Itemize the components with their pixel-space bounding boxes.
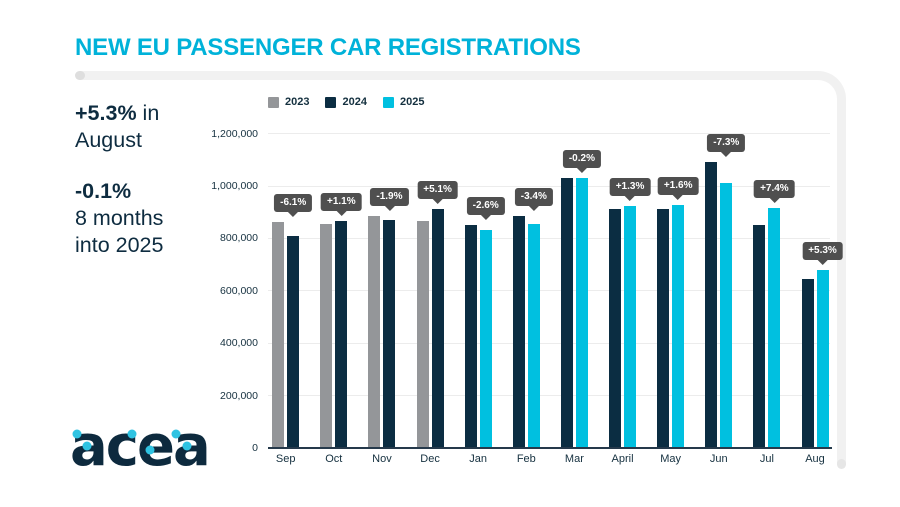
- legend-label-2024: 2024: [342, 96, 367, 108]
- stat-august-line2: August: [75, 128, 142, 152]
- x-axis-label-Dec: Dec: [420, 453, 440, 465]
- logo-dot: [145, 445, 155, 455]
- x-axis-label-Jul: Jul: [759, 453, 774, 465]
- change-badge-Oct: +1.1%: [320, 193, 362, 212]
- change-badge-Mar: -0.2%: [562, 149, 601, 168]
- bar-2024-April: [609, 208, 622, 448]
- bar-2023-Sep: [272, 222, 285, 448]
- change-badge-May: +1.6%: [657, 177, 699, 196]
- gridline-200,000: [268, 395, 830, 397]
- acea-logo: acea: [70, 408, 225, 488]
- legend-label-2023: 2023: [285, 96, 310, 108]
- stat-ytd: -0.1% 8 months into 2025: [75, 178, 163, 259]
- stat-callouts: +5.3% in August -0.1% 8 months into 2025: [75, 100, 163, 259]
- gridline-1,000,000: [268, 185, 830, 187]
- x-axis-label-Oct: Oct: [325, 453, 343, 465]
- x-axis-label-April: April: [611, 453, 634, 465]
- x-axis-label-Nov: Nov: [372, 453, 392, 465]
- page-title: NEW EU PASSENGER CAR REGISTRATIONS: [75, 34, 581, 61]
- legend-item-2024: 2024: [325, 96, 367, 108]
- change-badge-Sep: -6.1%: [274, 194, 313, 213]
- legend-item-2023: 2023: [268, 96, 309, 108]
- bar-2025-April: [624, 205, 637, 448]
- bar-2025-Feb: [527, 224, 540, 448]
- bar-2023-Nov: [368, 215, 381, 448]
- chart-legend: 2023 2024 2025: [268, 96, 424, 108]
- legend-swatch-2025: [382, 96, 394, 108]
- stat-august: +5.3% in August: [75, 100, 163, 154]
- legend-swatch-2024: [325, 96, 337, 108]
- bar-2024-Mar: [560, 177, 573, 448]
- x-axis-label-Feb: Feb: [516, 453, 536, 465]
- y-axis-tick: 800,000: [220, 232, 258, 245]
- logo-dot: [127, 429, 137, 439]
- legend-label-2025: 2025: [399, 96, 425, 108]
- x-axis-label-Jan: Jan: [469, 453, 488, 465]
- bar-2025-Aug: [816, 270, 829, 448]
- x-axis-label-Sep: Sep: [275, 453, 296, 465]
- bar-2025-Mar: [575, 178, 588, 448]
- x-axis-label-May: May: [660, 453, 682, 465]
- change-badge-Jul: +7.4%: [754, 180, 795, 199]
- logo-dot: [72, 429, 82, 439]
- bar-2023-Dec: [416, 220, 429, 448]
- change-badge-Nov: -1.9%: [370, 187, 409, 206]
- y-axis-tick: 400,000: [220, 337, 258, 350]
- gridline-600,000: [268, 290, 830, 292]
- logo-dot: [171, 429, 181, 439]
- bar-2024-Feb: [512, 216, 525, 448]
- gridline-800,000: [268, 237, 830, 239]
- bar-2024-Dec: [431, 209, 444, 448]
- y-axis-tick: 0: [252, 442, 258, 454]
- stat-ytd-line3: into 2025: [75, 233, 164, 257]
- bar-2025-Jan: [479, 230, 492, 448]
- legend-swatch-2023: [268, 96, 279, 108]
- gridline-1,200,000: [268, 133, 830, 135]
- bar-2025-Jul: [768, 208, 781, 448]
- legend-item-2025: 2025: [382, 96, 425, 108]
- stat-ytd-value: -0.1%: [75, 179, 132, 203]
- bar-2025-Jun: [720, 183, 733, 448]
- x-axis-label-Aug: Aug: [805, 453, 825, 465]
- logo-dot: [82, 441, 92, 451]
- stat-ytd-line2: 8 months: [75, 206, 164, 230]
- bar-2025-May: [672, 205, 685, 448]
- acea-logo-image: acea: [70, 414, 211, 479]
- change-badge-Dec: +5.1%: [417, 181, 458, 200]
- bar-2024-Oct: [335, 221, 348, 448]
- x-axis-label-Jun: Jun: [709, 453, 728, 465]
- y-axis-tick: 1,200,000: [211, 127, 258, 140]
- bar-2024-Nov: [383, 220, 396, 448]
- gridline-400,000: [268, 342, 830, 344]
- x-axis-line: [268, 447, 832, 449]
- bar-2024-Jul: [753, 224, 766, 448]
- change-badge-Aug: +5.3%: [802, 242, 843, 261]
- change-badge-April: +1.3%: [609, 177, 651, 196]
- stat-august-value: +5.3%: [75, 101, 137, 125]
- change-badge-Feb: -3.4%: [514, 188, 553, 207]
- bar-2024-May: [657, 209, 670, 448]
- bar-2024-Sep: [287, 236, 300, 448]
- bar-2024-Jan: [464, 224, 477, 448]
- x-axis-label-Mar: Mar: [564, 453, 584, 465]
- y-axis-tick: 600,000: [220, 284, 258, 297]
- y-axis-tick: 1,000,000: [211, 180, 258, 192]
- change-badge-Jan: -2.6%: [466, 196, 505, 215]
- bar-2024-Jun: [705, 162, 718, 448]
- y-axis-tick: 200,000: [220, 389, 258, 402]
- change-badge-Jun: -7.3%: [707, 134, 746, 153]
- bar-2023-Oct: [320, 223, 333, 448]
- logo-dot: [182, 441, 192, 451]
- bar-2024-Aug: [801, 279, 814, 448]
- stat-august-suffix: in: [136, 101, 160, 125]
